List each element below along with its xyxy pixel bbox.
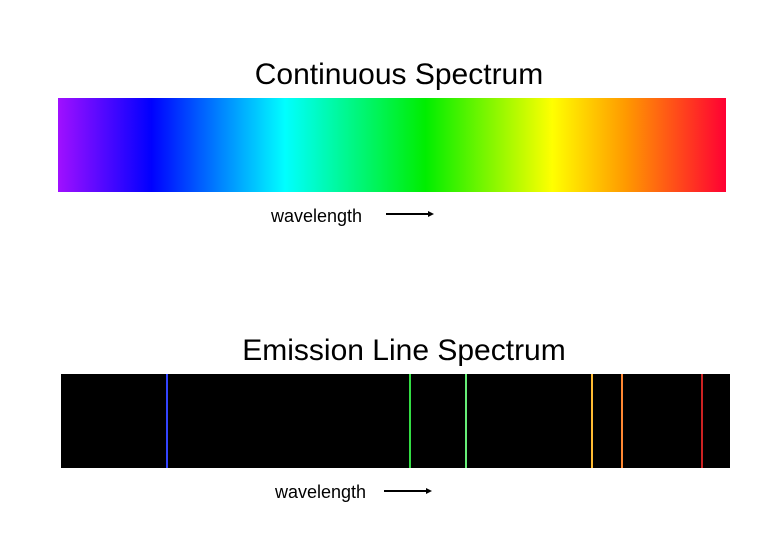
green-line-2 [465,374,468,468]
continuous-wavelength-label: wavelength [271,206,363,226]
wavelength-arrow-icon [386,211,434,217]
green-line-1 [408,374,411,468]
orange-line [621,374,624,468]
yellow-line [591,374,594,468]
blue-line [166,374,169,468]
emission-spectrum-bar [61,374,730,468]
red-line [700,374,703,468]
emission-spectrum-title: Emission Line Spectrum [242,334,566,367]
wavelength-arrow-icon [384,488,432,494]
continuous-spectrum-title: Continuous Spectrum [254,58,544,91]
emission-wavelength-label: wavelength [275,482,367,502]
continuous-spectrum-bar [58,98,726,192]
